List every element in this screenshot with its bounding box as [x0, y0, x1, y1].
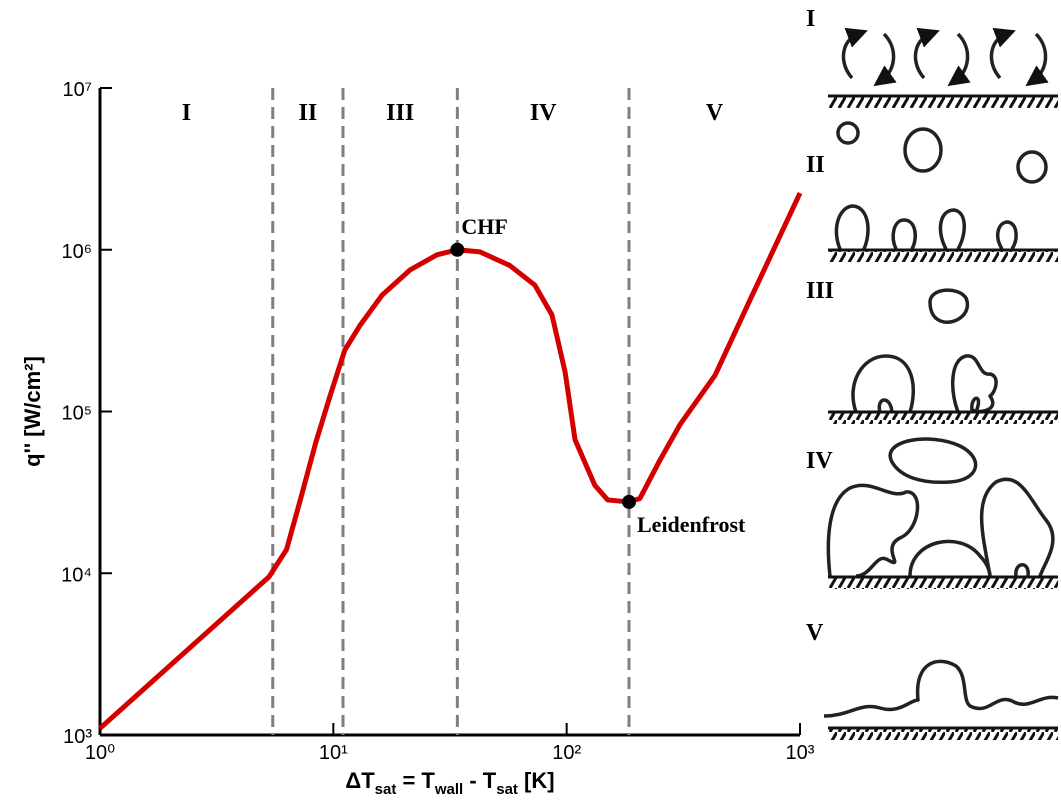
x-tick-label: 10³: [786, 742, 815, 764]
y-tick-label: 10³: [63, 726, 92, 748]
region-label: V: [706, 100, 724, 126]
region-label: III: [386, 100, 414, 126]
chart: 10⁰10¹10²10³10³10⁴10⁵10⁶10⁷q'' [W/cm²]ΔT…: [0, 0, 1061, 801]
region-label: II: [299, 100, 318, 126]
sketch-label: IV: [806, 448, 833, 474]
x-axis-label-part: ΔT: [345, 768, 375, 793]
point-label: Leidenfrost: [637, 512, 746, 537]
x-axis-label-part: - T: [463, 768, 497, 793]
boiling-curve: [100, 193, 800, 728]
page: {"chart_data": {"type": "line", "log_x":…: [0, 0, 1061, 801]
y-tick-label: 10⁶: [62, 241, 92, 263]
sketch-label: III: [806, 278, 834, 304]
x-tick-label: 10¹: [319, 742, 348, 764]
point-marker: [622, 495, 636, 509]
x-axis-label-part: sat: [496, 781, 518, 798]
x-axis-label: ΔTsat = Twall - Tsat [K]: [345, 768, 554, 798]
y-tick-label: 10⁵: [61, 403, 92, 425]
x-axis-label-part: [K]: [518, 768, 555, 793]
sketch-label: I: [806, 6, 815, 32]
x-axis-label-part: wall: [434, 781, 463, 798]
sketch-label: V: [806, 620, 824, 646]
x-tick-label: 10²: [552, 742, 581, 764]
y-axis-label: q'' [W/cm²]: [20, 356, 45, 467]
point-label: CHF: [461, 214, 507, 239]
region-label: I: [182, 100, 191, 126]
x-axis-label-part: = T: [396, 768, 435, 793]
x-axis-label-part: sat: [375, 781, 397, 798]
region-label: IV: [530, 100, 557, 126]
y-tick-label: 10⁴: [61, 564, 92, 586]
y-tick-label: 10⁷: [63, 79, 92, 101]
sketch-label: II: [806, 152, 825, 178]
point-marker: [450, 243, 464, 257]
